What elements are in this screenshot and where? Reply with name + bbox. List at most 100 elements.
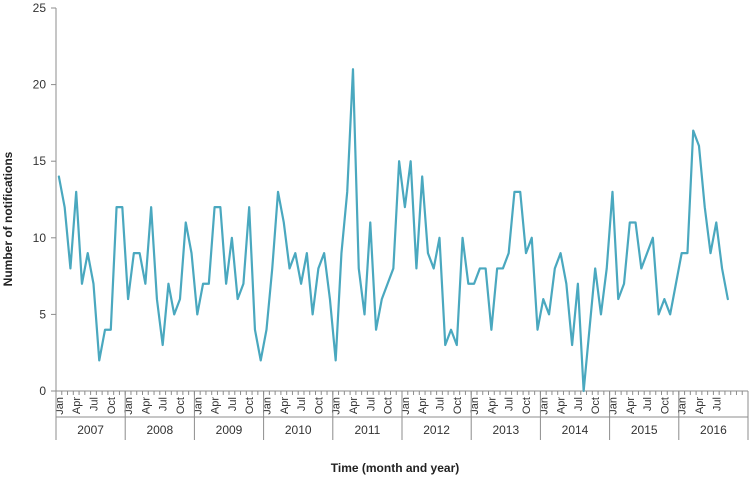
data-point <box>450 329 452 331</box>
data-point <box>542 298 544 300</box>
data-point <box>634 221 636 223</box>
data-point <box>640 267 642 269</box>
x-month-label: Apr <box>140 397 152 414</box>
x-month-label: Apr <box>486 397 498 414</box>
y-tick-label: 10 <box>33 231 47 245</box>
x-month-label: Jan <box>677 397 689 415</box>
y-tick-label: 5 <box>39 307 46 321</box>
x-month-label: Jan <box>607 397 619 415</box>
data-point <box>334 359 336 361</box>
x-month-label: Jul <box>573 397 585 411</box>
x-month-label: Jul <box>711 397 723 411</box>
x-year-label: 2011 <box>354 423 380 437</box>
data-point <box>323 252 325 254</box>
x-month-label: Oct <box>590 397 602 414</box>
x-year-label: 2008 <box>146 423 173 437</box>
data-point <box>381 298 383 300</box>
data-point <box>196 313 198 315</box>
data-point <box>190 252 192 254</box>
data-point <box>536 329 538 331</box>
data-point <box>473 283 475 285</box>
data-point <box>87 252 89 254</box>
x-month-label: Apr <box>348 397 360 414</box>
data-point <box>300 283 302 285</box>
data-point <box>358 267 360 269</box>
data-point <box>236 298 238 300</box>
data-point <box>225 283 227 285</box>
data-point <box>156 298 158 300</box>
data-point <box>404 206 406 208</box>
data-point <box>409 160 411 162</box>
data-point <box>438 237 440 239</box>
x-month-label: Jan <box>469 397 481 415</box>
x-year-label: 2016 <box>700 423 727 437</box>
data-point <box>340 252 342 254</box>
data-point <box>692 129 694 131</box>
data-point <box>161 344 163 346</box>
x-month-label: Oct <box>106 397 118 414</box>
data-point <box>617 298 619 300</box>
data-point <box>606 267 608 269</box>
data-point <box>548 313 550 315</box>
data-point <box>686 252 688 254</box>
data-point <box>150 206 152 208</box>
x-month-label: Apr <box>417 397 429 414</box>
data-point <box>698 145 700 147</box>
data-point <box>375 329 377 331</box>
x-month-label: Oct <box>175 397 187 414</box>
data-point <box>427 252 429 254</box>
data-point <box>63 206 65 208</box>
data-point <box>467 283 469 285</box>
data-point <box>680 252 682 254</box>
data-point <box>219 206 221 208</box>
y-axis: 0 5 10 15 20 25 <box>33 1 57 398</box>
x-month-label: Apr <box>694 397 706 414</box>
data-point <box>329 298 331 300</box>
x-month-label: Jan <box>261 397 273 415</box>
data-point <box>115 206 117 208</box>
data-point <box>311 313 313 315</box>
data-point <box>248 206 250 208</box>
data-point <box>352 68 354 70</box>
y-tick-label: 15 <box>33 154 47 168</box>
data-point <box>386 283 388 285</box>
data-point <box>110 329 112 331</box>
x-month-label: Jul <box>642 397 654 411</box>
y-tick-label: 20 <box>33 78 47 92</box>
data-point <box>202 283 204 285</box>
x-month-label: Jan <box>331 397 343 415</box>
data-point <box>98 359 100 361</box>
data-point <box>283 221 285 223</box>
data-point <box>623 283 625 285</box>
data-point <box>167 283 169 285</box>
data-point <box>531 237 533 239</box>
x-axis-title: Time (month and year) <box>331 461 459 475</box>
data-point <box>306 252 308 254</box>
x-month-label: Oct <box>244 397 256 414</box>
y-axis-title: Number of notifications <box>1 151 15 286</box>
data-point <box>663 298 665 300</box>
data-point <box>398 160 400 162</box>
data-point <box>179 298 181 300</box>
data-point <box>185 221 187 223</box>
data-point <box>433 267 435 269</box>
x-month-label: Jul <box>88 397 100 411</box>
y-tick-label: 0 <box>39 384 46 398</box>
data-point <box>554 267 556 269</box>
data-point <box>346 191 348 193</box>
data-point <box>173 313 175 315</box>
x-month-label: Jan <box>400 397 412 415</box>
data-point <box>456 344 458 346</box>
x-month-label: Jul <box>365 397 377 411</box>
x-month-label: Jan <box>192 397 204 415</box>
data-point <box>288 267 290 269</box>
data-point <box>559 252 561 254</box>
data-point <box>144 283 146 285</box>
data-point <box>254 329 256 331</box>
data-point <box>265 329 267 331</box>
data-point <box>629 221 631 223</box>
data-point <box>594 267 596 269</box>
data-point <box>502 267 504 269</box>
